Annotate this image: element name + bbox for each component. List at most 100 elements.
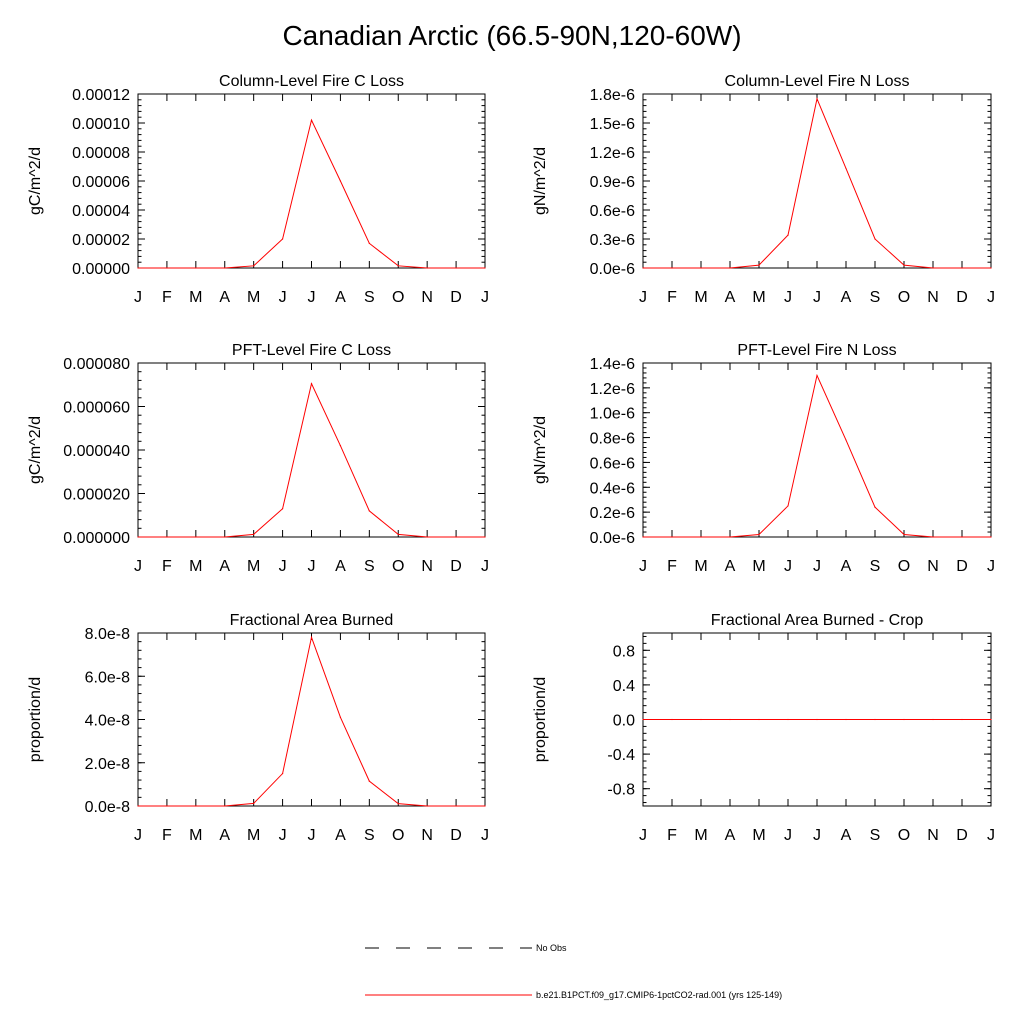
data-point xyxy=(758,533,760,536)
x-tick-label: M xyxy=(752,827,765,844)
series-line-1 xyxy=(138,382,485,538)
data-point xyxy=(368,510,370,512)
data-point xyxy=(195,805,197,807)
y-tick-label: 0.000040 xyxy=(63,443,130,460)
y-tick-label: 0.2e-6 xyxy=(590,505,635,522)
data-point xyxy=(816,98,818,100)
x-tick-label: J xyxy=(987,827,995,844)
x-tick-label: M xyxy=(752,289,765,306)
x-tick-label: D xyxy=(956,827,968,844)
data-point xyxy=(166,536,168,538)
series-line-1 xyxy=(138,635,485,807)
data-point xyxy=(253,265,255,267)
y-tick-label: 0.8 xyxy=(613,643,635,660)
y-axis-label: gN/m^2/d xyxy=(532,147,549,215)
x-tick-label: J xyxy=(987,558,995,575)
x-tick-label: A xyxy=(335,827,346,844)
data-point xyxy=(903,264,905,266)
y-tick-label: 0.3e-6 xyxy=(590,232,635,249)
series-line-1 xyxy=(643,373,991,538)
x-tick-label: J xyxy=(279,558,287,575)
data-point xyxy=(845,439,847,441)
plot-frame xyxy=(137,362,486,538)
x-tick-label: A xyxy=(725,827,736,844)
x-tick-label: J xyxy=(784,289,792,306)
y-tick-label: 0.4 xyxy=(613,678,635,695)
x-tick-label: M xyxy=(189,289,202,306)
series-line-1 xyxy=(643,97,991,269)
data-point xyxy=(671,718,673,721)
data-point xyxy=(253,533,255,535)
y-tick-label: 0.00012 xyxy=(72,87,130,104)
y-tick-label: 0.0e-6 xyxy=(590,261,635,278)
x-tick-label: N xyxy=(927,827,939,844)
data-point xyxy=(642,536,644,538)
data-point xyxy=(961,718,963,721)
y-tick-label: 0.00010 xyxy=(72,116,130,133)
x-tick-label: J xyxy=(639,827,647,844)
plot-frame xyxy=(137,632,486,807)
data-point xyxy=(195,267,197,269)
data-point xyxy=(990,536,992,538)
data-point xyxy=(281,238,284,240)
data-point xyxy=(195,536,197,538)
data-point xyxy=(729,718,731,721)
data-point xyxy=(137,805,139,807)
data-point xyxy=(281,508,284,510)
data-point xyxy=(310,383,313,385)
x-tick-label: M xyxy=(189,558,202,575)
data-point xyxy=(455,267,457,269)
chart-panel-6: Fractional Area Burned - Crop proportion/… xyxy=(532,612,995,844)
x-tick-label: J xyxy=(481,289,489,306)
data-point xyxy=(671,536,673,538)
x-tick-label: J xyxy=(279,827,287,844)
y-tick-label: 0.4e-6 xyxy=(590,480,635,497)
x-tick-label: F xyxy=(667,289,677,306)
data-point xyxy=(932,718,934,721)
data-point xyxy=(700,536,702,538)
data-point xyxy=(339,716,342,718)
x-tick-label: F xyxy=(162,558,172,575)
figure-title: Canadian Arctic (66.5-90N,120-60W) xyxy=(282,20,742,51)
x-tick-label: D xyxy=(956,558,968,575)
data-point xyxy=(484,536,486,538)
data-point xyxy=(787,234,789,236)
x-tick-label: S xyxy=(870,558,881,575)
data-point xyxy=(253,802,255,805)
data-point xyxy=(642,267,644,269)
x-tick-label: M xyxy=(694,289,707,306)
x-tick-label: J xyxy=(134,827,142,844)
y-tick-label: 0.6e-6 xyxy=(590,455,635,472)
data-point xyxy=(397,265,399,267)
y-tick-label: 1.0e-6 xyxy=(590,406,635,423)
x-tick-label: A xyxy=(841,827,852,844)
x-tick-label: J xyxy=(813,827,821,844)
data-point xyxy=(961,536,963,538)
y-tick-label: 0.00000 xyxy=(72,261,130,278)
y-axis-label: gN/m^2/d xyxy=(532,416,549,484)
data-point xyxy=(455,805,457,807)
x-tick-label: D xyxy=(450,558,462,575)
data-point xyxy=(845,167,847,170)
y-tick-label: 0.9e-6 xyxy=(590,174,635,191)
x-tick-label: O xyxy=(392,827,404,844)
x-tick-label: S xyxy=(364,558,375,575)
x-tick-label: F xyxy=(162,827,172,844)
data-point xyxy=(874,238,876,240)
x-tick-label: J xyxy=(639,289,647,306)
data-point xyxy=(961,267,963,269)
x-tick-label: J xyxy=(813,558,821,575)
data-point xyxy=(310,119,313,121)
x-tick-label: J xyxy=(134,289,142,306)
data-point xyxy=(368,780,370,782)
data-point xyxy=(137,267,139,269)
x-tick-label: J xyxy=(813,289,821,306)
y-tick-label: 1.5e-6 xyxy=(590,116,635,133)
data-point xyxy=(455,536,457,538)
data-point xyxy=(642,718,644,721)
panel-title: Column-Level Fire C Loss xyxy=(219,73,404,90)
x-tick-label: N xyxy=(927,558,939,575)
